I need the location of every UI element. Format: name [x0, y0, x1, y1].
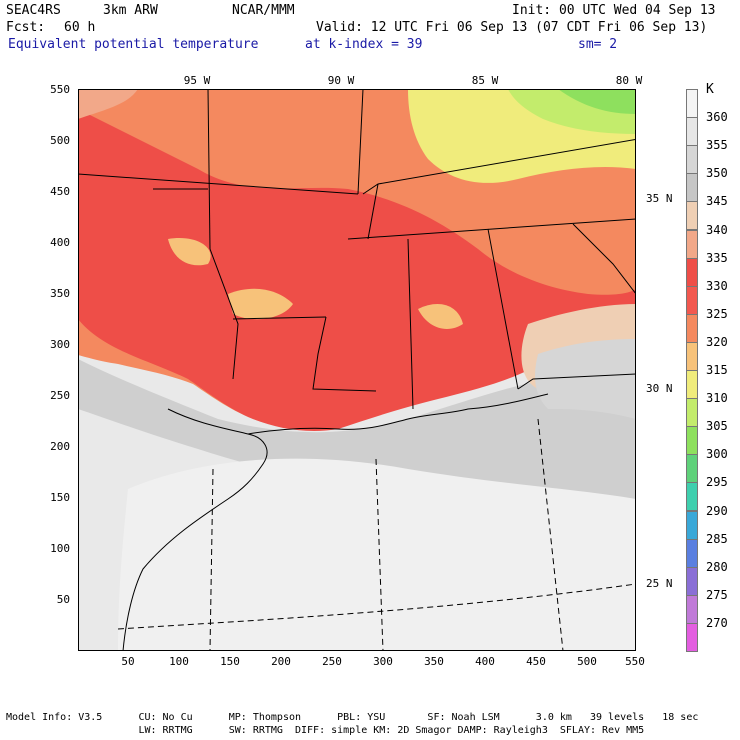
colorbar-label: 295 [706, 475, 728, 490]
gulf-moist-band [78, 339, 636, 509]
field-name: Equivalent potential temperature [8, 37, 259, 52]
colorbar-swatch [686, 454, 698, 484]
y-tick: 200 [50, 440, 70, 453]
lat-label-35n: 35 N [646, 192, 673, 205]
colorbar-swatch [686, 341, 698, 371]
texas-coastline [122, 408, 268, 651]
y-tick: 100 [50, 542, 70, 555]
colorbar-label: 310 [706, 391, 728, 406]
valid-time: Valid: 12 UTC Fri 06 Sep 13 (07 CDT Fri … [316, 20, 708, 35]
colorbar-swatch [686, 594, 698, 624]
x-tick: 550 [625, 655, 645, 668]
colorbar-label: 345 [706, 194, 728, 209]
y-tick: 250 [50, 389, 70, 402]
colorbar-swatch [686, 313, 698, 343]
model-info-line-2: LW: RRTMG SW: RRTMG DIFF: simple KM: 2D … [6, 725, 645, 736]
lat-label-30n: 30 N [646, 382, 673, 395]
colorbar-label: 285 [706, 531, 728, 546]
colorbar-label: 290 [706, 503, 728, 518]
x-tick: 250 [322, 655, 342, 668]
colorbar-label: 270 [706, 615, 728, 630]
northwest-patch [78, 89, 138, 119]
y-tick: 300 [50, 338, 70, 351]
x-tick: 100 [169, 655, 189, 668]
colorbar-unit: K [706, 82, 714, 97]
colorbar-label: 275 [706, 587, 728, 602]
model-info-line-1: Model Info: V3.5 CU: No Cu MP: Thompson … [6, 712, 699, 723]
moderate-theta-e-patch [228, 288, 293, 320]
equivalent-potential-temperature-map [78, 89, 636, 651]
colorbar-swatch [686, 229, 698, 259]
colorbar-label: 320 [706, 334, 728, 349]
lon-label-90w: 90 W [327, 74, 355, 87]
x-tick: 200 [271, 655, 291, 668]
y-tick: 50 [56, 593, 70, 606]
lon-label-95w: 95 W [183, 74, 211, 87]
x-tick: 50 [121, 655, 135, 668]
colorbar-label: 335 [706, 250, 728, 265]
colorbar-label: 350 [706, 166, 728, 181]
colorbar-swatch [686, 117, 698, 147]
model-resolution: 3km ARW [103, 3, 158, 18]
colorbar-swatch [686, 285, 698, 315]
cool-air-region [558, 89, 636, 114]
colorbar-swatch [686, 145, 698, 175]
colorbar-swatch [686, 538, 698, 568]
x-tick: 500 [577, 655, 597, 668]
moderate-theta-e-patch [168, 238, 211, 266]
colorbar-swatch [686, 173, 698, 203]
organization: NCAR/MMM [232, 3, 295, 18]
colorbar [686, 89, 698, 652]
level-info: at k-index = 39 [305, 37, 423, 52]
colorbar-label: 280 [706, 559, 728, 574]
colorbar-swatch [686, 510, 698, 540]
colorbar-swatch [686, 566, 698, 596]
colorbar-label: 325 [706, 306, 728, 321]
forecast-label: Fcst: [6, 20, 46, 35]
colorbar-swatch [686, 201, 698, 231]
lon-label-85w: 85 W [471, 74, 499, 87]
colorbar-swatch [686, 482, 698, 512]
state-boundaries [78, 89, 636, 410]
southern-gulf-region [118, 458, 636, 651]
forecast-hour: 60 h [64, 20, 96, 35]
y-tick: 150 [50, 491, 70, 504]
high-theta-e-core [78, 109, 636, 431]
y-tick: 550 [50, 83, 70, 96]
gulf-coastline [247, 393, 549, 435]
colorbar-label: 360 [706, 110, 728, 125]
x-tick: 150 [220, 655, 240, 668]
colorbar-swatch [686, 370, 698, 400]
florida-region [535, 339, 636, 419]
colorbar-swatch [686, 398, 698, 428]
colorbar-swatch [686, 257, 698, 287]
smoothing-info: sm= 2 [578, 37, 618, 52]
colorbar-swatch [686, 426, 698, 456]
x-tick: 450 [526, 655, 546, 668]
x-tick: 350 [424, 655, 444, 668]
lat-label-25n: 25 N [646, 577, 673, 590]
init-time: Init: 00 UTC Wed 04 Sep 13 [512, 3, 716, 18]
colorbar-label: 330 [706, 278, 728, 293]
colorbar-label: 305 [706, 419, 728, 434]
model-name: SEAC4RS [6, 3, 61, 18]
colorbar-label: 300 [706, 447, 728, 462]
y-tick: 350 [50, 287, 70, 300]
lat-lon-grid [117, 418, 636, 651]
x-tick: 300 [373, 655, 393, 668]
moderate-theta-e-patch [418, 304, 463, 329]
y-tick: 400 [50, 236, 70, 249]
x-tick: 400 [475, 655, 495, 668]
colorbar-swatch [686, 89, 698, 119]
colorbar-label: 315 [706, 363, 728, 377]
lon-label-80w: 80 W [615, 74, 643, 87]
map-frame [78, 89, 636, 651]
y-tick: 500 [50, 134, 70, 147]
colorbar-swatch [686, 622, 698, 652]
colorbar-label: 340 [706, 222, 728, 237]
colorbar-label: 355 [706, 138, 728, 153]
y-tick: 450 [50, 185, 70, 198]
